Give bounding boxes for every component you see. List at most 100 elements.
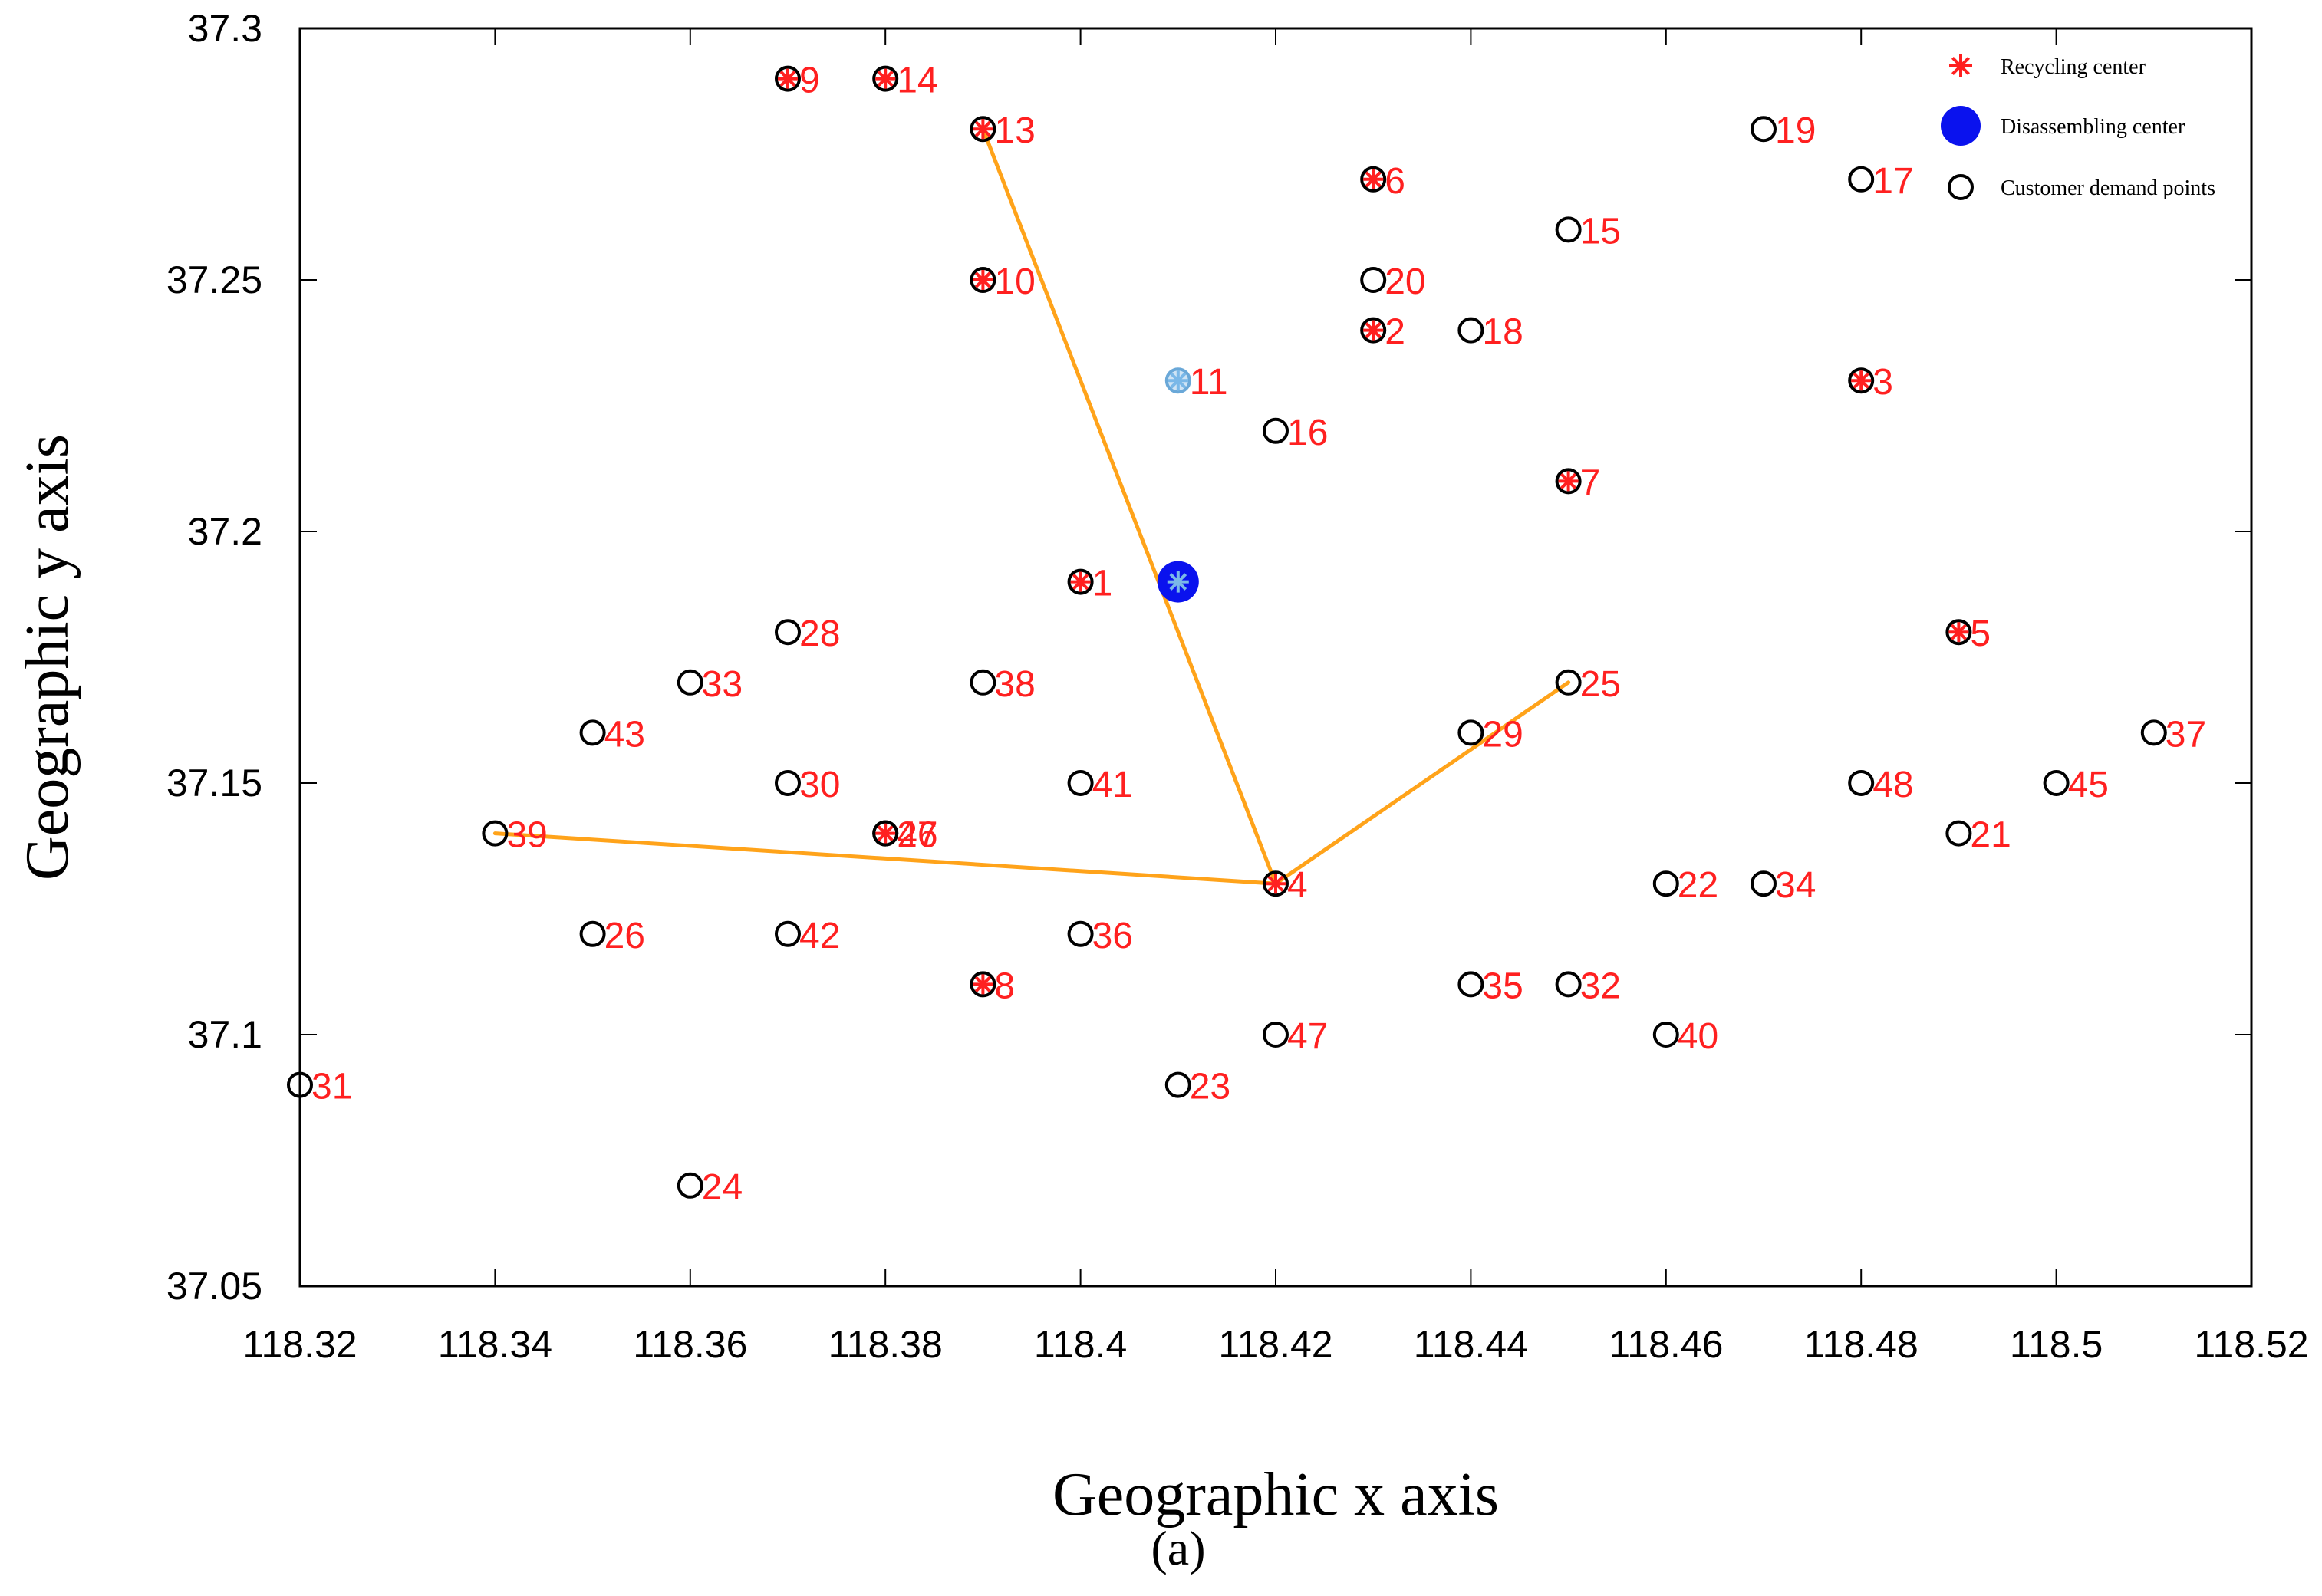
- route-lines: [492, 127, 1571, 886]
- customer-point-marker: [970, 116, 996, 143]
- recycling-center-marker: [973, 119, 993, 140]
- x-axis-title: Geographic x axis: [1052, 1461, 1499, 1529]
- recycling-center-marker: [1948, 622, 1969, 643]
- customer-point-marker: [287, 1071, 313, 1098]
- recycling-center-marker: [1363, 320, 1384, 341]
- point-label: 33: [702, 664, 743, 705]
- legend: Recycling center Disassembling center Cust…: [1941, 54, 2215, 200]
- point-label: 24: [702, 1167, 743, 1208]
- figure-caption: (a): [1151, 1521, 1205, 1575]
- x-tick-label: 118.4: [1034, 1323, 1127, 1366]
- customer-point-marker: [2043, 770, 2070, 796]
- point-label: 27: [897, 815, 937, 856]
- customer-point-marker: [872, 65, 899, 92]
- y-tick-label: 37.2: [188, 510, 262, 553]
- y-tick-label: 37.15: [166, 762, 262, 805]
- recycling-center-marker-stroke: [877, 824, 894, 842]
- recycling-center-marker: [1558, 471, 1579, 492]
- point-label: 17: [1872, 161, 1913, 202]
- x-tick-label: 118.44: [1414, 1323, 1528, 1366]
- recycling-center-marker: [973, 974, 993, 995]
- customer-point-marker: [1751, 870, 1777, 897]
- recycling-center-marker-stroke: [1853, 372, 1869, 389]
- customer-point-marker: [970, 971, 996, 998]
- point-label: 37: [2166, 714, 2206, 755]
- point-label: 20: [1385, 262, 1425, 302]
- point-label: 34: [1775, 865, 1816, 906]
- customer-point-marker: [677, 1172, 703, 1199]
- point-label: 8: [994, 966, 1015, 1006]
- route-line: [1273, 680, 1571, 886]
- legend-filled-circle-icon: [1941, 106, 1981, 146]
- recycling-center-marker-stroke: [779, 70, 796, 87]
- point-label: 19: [1775, 110, 1816, 151]
- point-label: 42: [799, 916, 840, 956]
- customer-point-marker: [1945, 619, 1972, 646]
- x-tick-label: 118.48: [1804, 1323, 1919, 1366]
- customer-point-marker: [775, 770, 801, 796]
- point-label: 2: [1385, 312, 1405, 353]
- y-tick-label: 37.05: [166, 1265, 262, 1308]
- legend-label: Disassembling center: [2001, 115, 2185, 139]
- customer-point-marker: [1555, 669, 1582, 696]
- customer-point-marker: [1848, 367, 1875, 394]
- x-tick-label: 118.36: [633, 1323, 747, 1366]
- y-tick-label: 37.25: [166, 258, 262, 301]
- center-marker-11-stroke: [1170, 372, 1187, 389]
- customer-point-marker: [775, 65, 801, 92]
- x-tick-label: 118.32: [242, 1323, 357, 1366]
- legend-label: Customer demand points: [2001, 176, 2215, 200]
- legend-label: Recycling center: [2001, 55, 2146, 79]
- recycling-center-marker-stroke: [877, 70, 894, 87]
- recycling-center-marker-stroke: [974, 120, 992, 137]
- x-tick-label: 118.42: [1218, 1323, 1332, 1366]
- customer-point-marker: [1652, 1022, 1679, 1048]
- customer-point-marker: [1164, 1071, 1191, 1098]
- x-tick-labels: 118.32 118.34 118.36 118.38 118.4 118.42 118.4…: [242, 1323, 2308, 1366]
- point-label: 36: [1092, 916, 1133, 956]
- recycling-center-marker-stroke: [1267, 875, 1284, 892]
- point-label: 16: [1287, 413, 1328, 453]
- point-label: 11: [1190, 362, 1228, 403]
- customer-point-marker: [482, 820, 509, 847]
- point-label: 4: [1287, 865, 1308, 906]
- customer-point-marker: [1457, 317, 1484, 344]
- x-tick-label: 118.38: [828, 1323, 943, 1366]
- customer-point-marker: [1555, 971, 1582, 998]
- recycling-center-marker-stroke: [1365, 171, 1382, 188]
- y-tick-label: 37.3: [188, 7, 262, 50]
- point-label: 10: [994, 262, 1035, 302]
- customer-point-marker: [970, 669, 996, 696]
- customer-point-marker: [1263, 870, 1289, 897]
- point-label: 29: [1482, 714, 1523, 755]
- customer-point-marker: [872, 820, 899, 847]
- point-label: 13: [994, 110, 1035, 151]
- point-label: 40: [1678, 1016, 1718, 1057]
- disassembling-center-star-stroke: [1169, 573, 1187, 591]
- legend-open-circle-icon: [1948, 174, 1974, 200]
- point-label: 26: [604, 916, 645, 956]
- recycling-center-marker: [778, 68, 798, 89]
- center-marker-11: [1168, 370, 1188, 391]
- point-label: 25: [1580, 664, 1621, 705]
- axis-ticks: [299, 28, 2252, 1287]
- customer-point-marker: [775, 920, 801, 947]
- point-label: 23: [1190, 1067, 1230, 1107]
- point-label: 47: [1287, 1016, 1328, 1057]
- customer-point-marker: [2140, 719, 2167, 746]
- recycling-center-marker: [1363, 169, 1384, 189]
- recycling-center-marker: [1266, 874, 1286, 894]
- point-label: 7: [1580, 462, 1601, 503]
- customer-point-marker: [1555, 468, 1582, 495]
- point-label: 9: [799, 61, 820, 101]
- recycling-center-marker-stroke: [1072, 573, 1089, 591]
- point-label: 35: [1482, 966, 1523, 1006]
- recycling-center-marker: [1070, 571, 1091, 592]
- x-tick-label: 118.34: [438, 1323, 552, 1366]
- route-line: [980, 127, 1278, 886]
- customer-point-marker: [1263, 417, 1289, 444]
- customer-point-marker: [1848, 166, 1875, 193]
- x-tick-label: 118.5: [2010, 1323, 2103, 1366]
- point-label: 39: [506, 815, 547, 856]
